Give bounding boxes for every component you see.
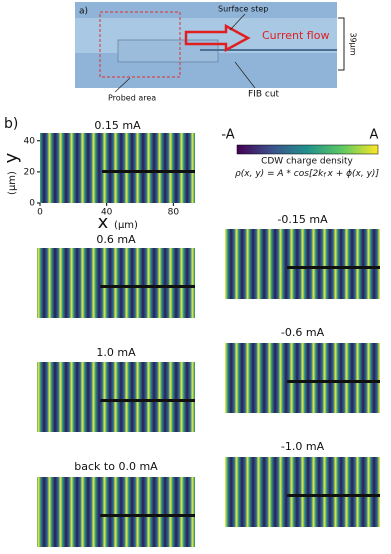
annotation: Probed area bbox=[108, 94, 156, 103]
colorbar-title: CDW charge density bbox=[261, 157, 353, 167]
axis-unit: (µm) bbox=[7, 171, 18, 195]
map-label: 0.6 mA bbox=[96, 233, 136, 246]
annotation: Surface step bbox=[218, 5, 268, 14]
photo bbox=[75, 2, 345, 93]
density-map bbox=[37, 362, 195, 432]
y-tick-label: 0 bbox=[29, 199, 35, 209]
axis-label: x bbox=[98, 212, 109, 233]
annotation: FIB cut bbox=[248, 90, 280, 100]
colorbar-max: A bbox=[370, 128, 379, 143]
formula-part: f bbox=[323, 172, 326, 179]
map-label: 0.15 mA bbox=[94, 119, 141, 132]
formula: ρ(x, y) = A * cos[2kf x + ϕ(x, y)] bbox=[235, 169, 379, 179]
density-map bbox=[37, 248, 195, 318]
density-map bbox=[225, 343, 380, 413]
map-label: -1.0 mA bbox=[281, 440, 325, 453]
density-map bbox=[225, 457, 380, 527]
y-tick-label: 20 bbox=[24, 167, 36, 177]
formula-part: ρ(x, y) = A * cos[2k bbox=[235, 169, 324, 179]
map-label: 1.0 mA bbox=[96, 346, 136, 359]
density-map bbox=[37, 477, 195, 547]
axis-label: y bbox=[1, 152, 22, 163]
map-label: back to 0.0 mA bbox=[74, 460, 158, 473]
density-map bbox=[225, 229, 380, 299]
panel-label: b) bbox=[4, 116, 18, 132]
y-tick-label: 40 bbox=[24, 136, 36, 146]
colorbar bbox=[236, 144, 379, 155]
scale-label: 39µm bbox=[349, 32, 358, 55]
map-label: -0.15 mA bbox=[277, 213, 328, 226]
colorbar-min: -A bbox=[221, 128, 234, 143]
axis-unit: (µm) bbox=[114, 220, 138, 231]
density-map bbox=[40, 133, 195, 203]
formula-part: x + ϕ(x, y)] bbox=[327, 169, 380, 179]
x-tick-label: 80 bbox=[168, 208, 180, 218]
map-label: -0.6 mA bbox=[281, 326, 325, 339]
panel-label: a) bbox=[79, 7, 88, 17]
x-tick-label: 40 bbox=[101, 208, 113, 218]
annotation: Current flow bbox=[262, 29, 329, 42]
x-tick-label: 0 bbox=[37, 208, 43, 218]
